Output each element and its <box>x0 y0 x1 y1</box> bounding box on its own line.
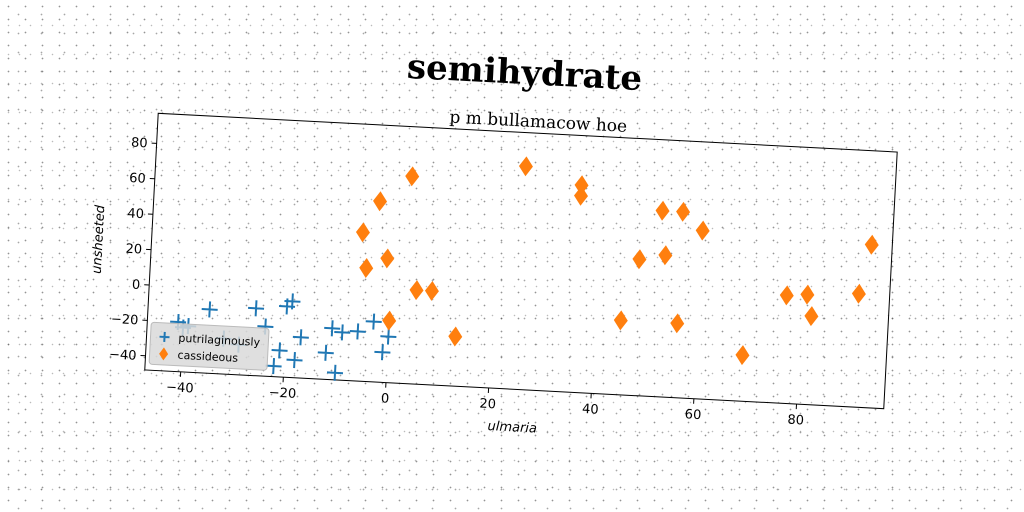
point-cassideous <box>695 220 710 241</box>
point-putrilaginously <box>365 313 382 330</box>
point-putrilaginously <box>292 329 309 346</box>
point-cassideous <box>405 166 420 187</box>
plot-area: p m bullamacow hoe −40 −20 0 20 40 60 80 −40 −2… <box>90 108 898 437</box>
x-axis-label: ulmaria <box>487 419 537 437</box>
point-cassideous <box>779 285 794 306</box>
chart-title: semihydrate <box>406 47 643 99</box>
legend-marker <box>159 347 169 361</box>
point-putrilaginously <box>284 293 301 310</box>
point-cassideous <box>355 222 370 243</box>
point-cassideous <box>424 280 439 301</box>
x-tick-label: 40 <box>582 402 599 418</box>
point-putrilaginously <box>271 342 288 359</box>
y-tick-label: 80 <box>131 136 148 152</box>
point-cassideous <box>448 326 463 347</box>
x-tick-label: 60 <box>684 407 701 423</box>
point-putrilaginously <box>380 328 397 345</box>
point-putrilaginously <box>317 344 334 361</box>
y-tick-label: 20 <box>125 242 142 258</box>
y-tick-label: 0 <box>132 278 141 293</box>
point-cassideous <box>574 175 589 196</box>
point-cassideous <box>632 249 647 270</box>
y-tick-label: −20 <box>111 312 139 328</box>
legend-marker <box>159 331 170 342</box>
point-cassideous <box>800 284 815 305</box>
point-cassideous <box>382 310 397 331</box>
plot-frame <box>144 112 898 410</box>
y-tick-label: 60 <box>129 171 146 187</box>
x-tick-label: 20 <box>479 397 496 413</box>
y-tick-label: −40 <box>109 347 137 363</box>
y-tick-label: 40 <box>127 206 144 222</box>
legend-label: putrilaginously <box>178 332 261 349</box>
point-cassideous <box>670 313 685 334</box>
point-putrilaginously <box>286 352 303 369</box>
point-cassideous <box>518 156 533 177</box>
x-tick-label: 80 <box>787 413 804 429</box>
legend-box <box>148 321 270 371</box>
point-putrilaginously <box>349 323 366 340</box>
x-tick-label: 0 <box>381 391 390 406</box>
y-axis: −40 −20 0 20 40 60 80 <box>109 136 157 364</box>
point-cassideous <box>655 200 670 221</box>
point-putrilaginously <box>324 320 341 337</box>
point-putrilaginously <box>265 358 282 375</box>
point-cassideous <box>735 345 750 366</box>
point-cassideous <box>574 185 588 206</box>
legend-label: cassideous <box>177 349 238 365</box>
point-cassideous <box>613 310 628 331</box>
point-cassideous <box>658 245 673 266</box>
point-cassideous <box>676 201 691 222</box>
point-cassideous <box>409 280 424 301</box>
point-putrilaginously <box>201 301 218 318</box>
point-cassideous <box>373 191 388 212</box>
x-tick-label: −20 <box>268 385 296 401</box>
x-tick-label: −40 <box>166 380 194 396</box>
x-axis: −40 −20 0 20 40 60 80 <box>166 371 804 429</box>
point-putrilaginously <box>248 300 265 317</box>
point-cassideous <box>851 283 866 304</box>
point-cassideous <box>864 234 879 255</box>
point-putrilaginously <box>334 324 351 341</box>
point-cassideous <box>804 306 819 327</box>
data-markers <box>170 156 879 381</box>
point-putrilaginously <box>326 364 344 381</box>
point-putrilaginously <box>374 344 391 361</box>
point-cassideous <box>380 248 395 269</box>
chart-subtitle: p m bullamacow hoe <box>449 108 628 137</box>
y-axis-label: unsheeted <box>90 204 109 274</box>
point-cassideous <box>359 257 374 278</box>
